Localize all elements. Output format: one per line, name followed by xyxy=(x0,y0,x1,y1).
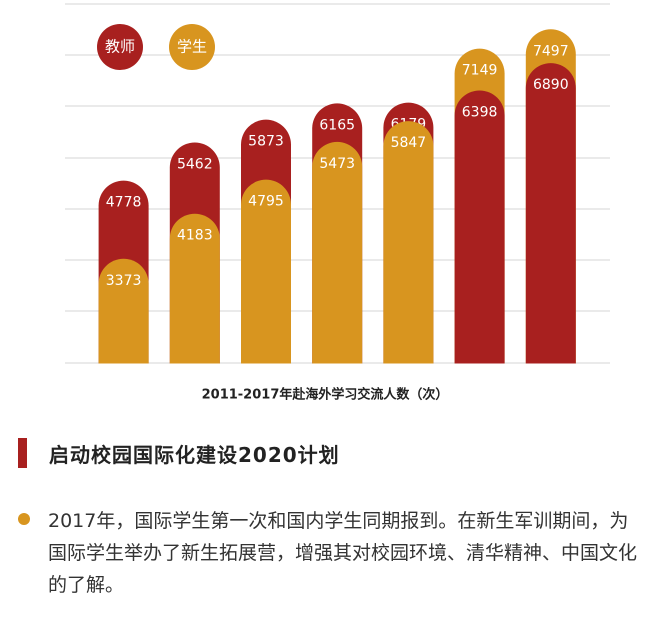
value-label: 4183 xyxy=(177,228,213,244)
value-label: 5462 xyxy=(177,157,213,173)
value-label: 3373 xyxy=(106,273,142,289)
heading-text: 启动校园国际化建设2020计划 xyxy=(49,442,340,467)
legend-label: 学生 xyxy=(177,38,207,56)
value-label: 5847 xyxy=(391,135,427,151)
bar xyxy=(525,63,576,389)
value-label: 4778 xyxy=(106,195,142,211)
bullet-item: 2017年，国际学生第一次和国内学生同期报到。在新生军训期间，为国际学生举办了新… xyxy=(18,505,638,601)
bullet-dot xyxy=(18,513,30,525)
value-label: 5873 xyxy=(248,134,284,150)
value-label: 7497 xyxy=(533,43,569,59)
value-label: 7149 xyxy=(462,63,498,79)
legend-swatch xyxy=(97,24,143,70)
bar xyxy=(383,121,434,389)
legend-label: 教师 xyxy=(105,38,135,56)
value-label: 5473 xyxy=(319,156,355,172)
bar xyxy=(98,258,149,388)
bar xyxy=(169,213,220,388)
bullet-text: 2017年，国际学生第一次和国内学生同期报到。在新生军训期间，为国际学生举办了新… xyxy=(48,510,638,596)
value-label: 6165 xyxy=(319,117,355,133)
bar xyxy=(312,141,363,388)
section-heading: 启动校园国际化建设2020计划 xyxy=(18,438,340,468)
bar xyxy=(454,90,505,388)
value-label: 6398 xyxy=(462,104,498,120)
legend-swatch xyxy=(169,24,215,70)
baseline-mask xyxy=(60,363,620,394)
x-axis-label: 2011-2017年赴海外学习交流人数（次） xyxy=(202,387,449,403)
chart: 4778337354624183587347956165547361795847… xyxy=(60,3,620,403)
value-label: 6890 xyxy=(533,77,569,93)
value-label: 4795 xyxy=(248,194,284,210)
heading-marker xyxy=(18,438,27,468)
bar xyxy=(241,179,291,388)
